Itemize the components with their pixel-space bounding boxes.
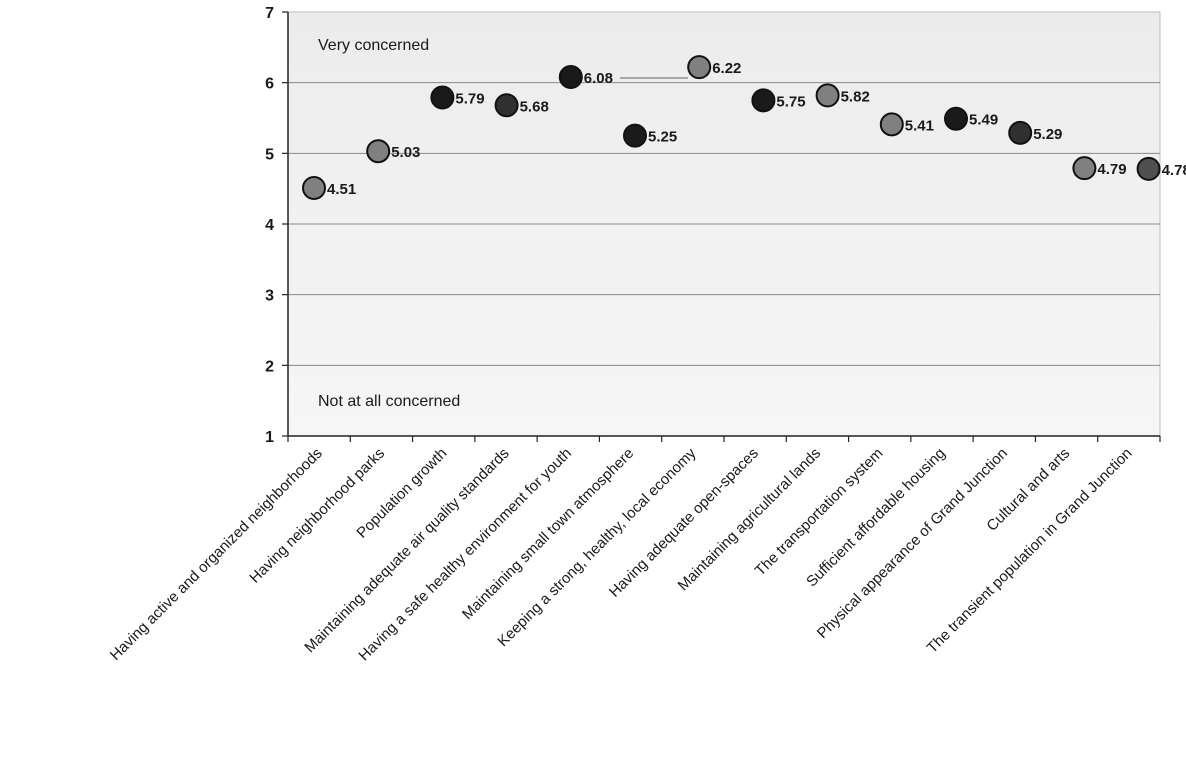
data-label: 6.22 [712, 60, 741, 77]
data-point [430, 85, 455, 110]
category-label: The transportation system [752, 445, 887, 580]
data-point [751, 88, 776, 113]
data-point [1136, 156, 1161, 181]
data-label: 5.82 [841, 88, 870, 105]
y-tick-label: 1 [265, 429, 274, 446]
data-point [1072, 156, 1097, 181]
data-point [687, 55, 712, 80]
data-label: 6.08 [584, 70, 613, 87]
data-point [815, 83, 840, 108]
data-labels: 4.51 5.03 5.79 5.68 6.08 5.25 6.22 5.75 5.82 5.41… [327, 60, 1186, 198]
data-label: 5.03 [391, 144, 420, 161]
data-label: 5.75 [776, 93, 805, 110]
y-tick-label: 4 [265, 217, 274, 234]
category-labels: Having active and organized neighborhood… [107, 444, 1136, 664]
y-tick-label: 5 [265, 146, 274, 163]
data-label: 5.79 [455, 91, 484, 108]
y-tick-label: 7 [265, 5, 274, 22]
data-point [1008, 120, 1033, 145]
data-label: 5.68 [520, 98, 549, 115]
category-label: Having a safe healthy environment for yo… [355, 445, 575, 665]
data-label: 5.41 [905, 117, 934, 134]
data-point [494, 93, 519, 118]
data-label: 5.29 [1033, 126, 1062, 143]
data-label: 4.79 [1097, 161, 1126, 178]
data-label: 4.78 [1162, 162, 1186, 179]
data-point [944, 106, 968, 131]
data-label: 4.51 [327, 181, 356, 198]
data-point [366, 139, 391, 164]
data-point [302, 175, 326, 200]
data-label: 5.49 [969, 112, 998, 129]
y-axis-ticks: 1 2 3 4 5 6 7 [265, 5, 288, 446]
x-axis-ticks [287, 436, 1161, 442]
annotation-not-at-all-concerned: Not at all concerned [318, 393, 460, 410]
data-point [879, 112, 904, 137]
data-point [623, 123, 647, 148]
data-points [302, 55, 1161, 200]
category-label: Having active and organized neighborhood… [107, 445, 326, 664]
y-tick-label: 2 [265, 358, 274, 375]
data-point [558, 65, 583, 90]
y-tick-label: 6 [265, 76, 274, 93]
gridlines [288, 82, 1160, 366]
data-label: 5.25 [648, 129, 677, 146]
annotation-very-concerned: Very concerned [318, 37, 429, 54]
y-tick-label: 3 [265, 288, 274, 305]
